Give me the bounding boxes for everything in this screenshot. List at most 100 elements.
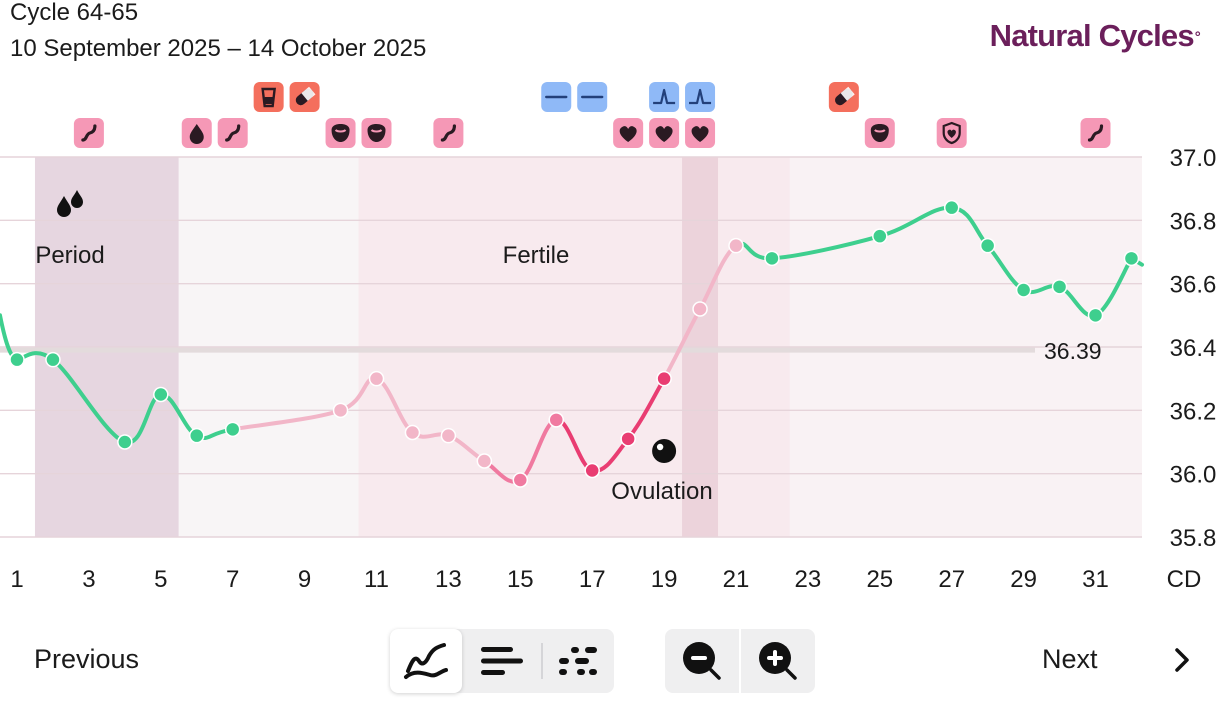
shield-heart-icon[interactable] [936, 118, 967, 148]
heart-icon[interactable] [613, 118, 644, 148]
x-axis-unit: CD [1167, 566, 1202, 593]
data-point[interactable] [476, 453, 493, 469]
lh-negative-icon[interactable] [541, 82, 572, 112]
date-range: 10 September 2025 – 14 October 2025 [10, 35, 427, 62]
x-tick-label: 13 [435, 566, 462, 593]
test-cup-icon[interactable] [253, 82, 284, 112]
line-graph-icon [404, 643, 448, 679]
data-point[interactable] [656, 370, 672, 387]
x-tick-label: 29 [1010, 566, 1037, 593]
x-tick-label: 5 [154, 566, 167, 593]
x-tick-label: 9 [298, 566, 311, 593]
data-point[interactable] [872, 228, 888, 244]
lh-negative-icon[interactable] [577, 82, 608, 112]
data-point[interactable] [728, 237, 744, 254]
ovulation-label: Ovulation [611, 478, 712, 505]
y-tick-label: 36.4 [1170, 335, 1217, 362]
cover-line-label: 36.39 [1044, 338, 1102, 364]
sex-icon[interactable] [217, 118, 248, 148]
data-point[interactable] [1087, 307, 1104, 324]
y-axis: 37.0 36.8 36.6 36.4 36.2 36.0 35.8 [1170, 145, 1217, 552]
y-tick-label: 36.0 [1170, 462, 1217, 489]
mood-icon[interactable] [325, 118, 356, 148]
heart-icon[interactable] [649, 118, 680, 148]
mood-icon[interactable] [864, 118, 895, 148]
drop-icon[interactable] [181, 118, 212, 148]
data-point[interactable] [45, 351, 61, 368]
x-tick-label: 7 [226, 566, 239, 593]
sex-icon[interactable] [73, 118, 104, 148]
data-point[interactable] [224, 421, 241, 438]
y-tick-label: 35.8 [1170, 525, 1217, 552]
dots-view-button[interactable] [542, 629, 614, 693]
previous-button[interactable]: Previous [34, 644, 140, 674]
data-point[interactable] [1123, 250, 1140, 267]
data-point[interactable] [764, 250, 780, 267]
data-point[interactable] [943, 199, 960, 216]
data-point[interactable] [1015, 282, 1032, 298]
x-tick-label: 1 [10, 566, 23, 593]
view-separator [541, 643, 543, 679]
temperature-points [9, 199, 1140, 488]
x-tick-label: 31 [1082, 566, 1109, 593]
chevron-right-icon[interactable] [1168, 646, 1196, 674]
data-point[interactable] [1051, 279, 1068, 295]
line-graph-view-button[interactable] [390, 629, 462, 693]
data-point[interactable] [404, 424, 421, 441]
zoom-group [665, 629, 815, 693]
y-tick-label: 36.8 [1170, 208, 1217, 235]
data-point[interactable] [440, 427, 457, 444]
pill-icon[interactable] [828, 82, 859, 112]
x-tick-label: 3 [82, 566, 95, 593]
brand-logo: Natural Cycles° [989, 16, 1201, 56]
data-point[interactable] [368, 370, 385, 387]
y-tick-label: 36.2 [1170, 398, 1217, 425]
zoom-in-button[interactable] [741, 629, 815, 693]
data-point[interactable] [548, 412, 564, 428]
period-label: Period [35, 242, 104, 269]
data-point[interactable] [512, 472, 529, 488]
data-point[interactable] [584, 462, 600, 479]
bar-list-icon [481, 647, 523, 675]
sex-icon[interactable] [433, 118, 464, 148]
next-button[interactable]: Next [1042, 644, 1098, 674]
logo-text: Natural Cycles [989, 18, 1195, 53]
dots-grid-icon [559, 647, 597, 675]
zoom-separator [739, 629, 741, 693]
x-tick-label: 15 [507, 566, 534, 593]
chart-controls: Previous [0, 620, 1226, 700]
lh-positive-icon[interactable] [649, 82, 680, 112]
y-tick-label: 36.6 [1170, 272, 1217, 299]
x-tick-label: 23 [795, 566, 822, 593]
zoom-out-button[interactable] [665, 629, 739, 693]
pill-icon[interactable] [289, 82, 320, 112]
data-point[interactable] [692, 301, 708, 317]
bottom-markers [73, 118, 1111, 148]
zoom-in-icon [759, 642, 797, 680]
data-point[interactable] [979, 237, 996, 254]
sex-icon[interactable] [1080, 118, 1111, 148]
zoom-out-icon [683, 642, 721, 680]
grid-lines [0, 156, 1142, 538]
y-tick-label: 37.0 [1170, 145, 1217, 172]
data-point[interactable] [153, 386, 169, 403]
period-drops-icon [57, 190, 83, 217]
x-tick-label: 25 [866, 566, 893, 593]
lh-positive-icon[interactable] [685, 82, 716, 112]
x-tick-label: 11 [364, 566, 389, 593]
x-axis: 1 3 5 7 9 11 13 15 17 19 21 23 25 27 29 31 CD [10, 566, 1201, 593]
data-point[interactable] [332, 402, 349, 419]
data-point[interactable] [189, 427, 205, 444]
data-point[interactable] [620, 431, 636, 447]
view-toggle-group [390, 629, 614, 693]
line-segment [769, 234, 882, 261]
data-point[interactable] [9, 351, 25, 368]
x-tick-label: 19 [651, 566, 678, 593]
x-tick-label: 27 [938, 566, 965, 593]
mood-icon[interactable] [361, 118, 392, 148]
ovulation-egg-highlight [656, 443, 664, 451]
bar-list-view-button[interactable] [466, 629, 538, 693]
heart-icon[interactable] [685, 118, 716, 148]
data-point[interactable] [117, 434, 133, 450]
